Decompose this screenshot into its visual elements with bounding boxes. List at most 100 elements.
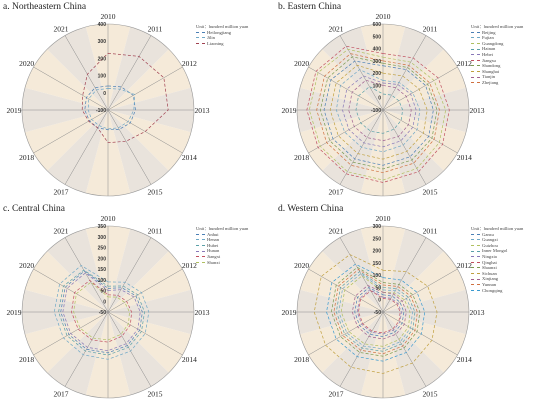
category-label-2010: 2010 <box>101 214 116 223</box>
legend-item-liaoning: Liaoning <box>196 41 248 47</box>
radar-sector <box>108 110 169 194</box>
panel-title-c: c. Central China <box>3 204 65 214</box>
radar-sector <box>24 49 108 110</box>
legend-swatch <box>196 239 205 241</box>
legend-d: Unit：hundred million yuan Gansu Guangxi Gu… <box>471 226 523 293</box>
series-line-inner-mongol <box>335 271 416 352</box>
legend-label: Jiangsu <box>482 57 496 63</box>
category-label-2019: 2019 <box>7 106 22 115</box>
category-label-2012: 2012 <box>457 59 472 68</box>
legend-label: Ningxia <box>482 253 497 259</box>
legend-item-jiangsu: Jiangsu <box>471 58 523 64</box>
legend-label: Beijing <box>482 29 496 35</box>
series-line-guangxi <box>338 273 413 350</box>
legend-label: Shanghai <box>482 68 500 74</box>
category-label-2013: 2013 <box>195 106 210 115</box>
legend-swatch <box>471 256 480 258</box>
legend-label: Hainan <box>482 46 496 52</box>
legend-label: Hubei <box>207 242 219 248</box>
radar-spoke <box>33 268 109 313</box>
radar-sector <box>383 110 444 194</box>
radar-spoke <box>382 109 427 185</box>
radial-tick-labels: -50 0 50 100 150 200 250 300 350 <box>98 224 107 316</box>
category-labels: 2010 2011 2012 2013 2014 2015 2016 2017 2018 2019… <box>282 214 485 404</box>
category-label-2010: 2010 <box>376 214 391 223</box>
legend-swatch <box>471 250 480 252</box>
category-label-2014: 2014 <box>182 153 197 162</box>
category-label-2016: 2016 <box>376 200 391 202</box>
panel-title-a: a. Northeastern China <box>3 2 87 12</box>
radial-tick-labels: -50 0 50 100 150 200 250 300 <box>373 224 382 316</box>
panel-northeastern-china: -100 0 100 200 300 400 2010 2011 2012 2013 2014 201… <box>0 0 275 202</box>
legend-rows-c: Anhui Henan Hubei Hunan Jiangxi Shanxi <box>196 232 248 266</box>
category-label-2013: 2013 <box>470 308 485 317</box>
legend-label: Guangdong <box>482 40 504 46</box>
category-label-2014: 2014 <box>457 153 472 162</box>
legend-swatch <box>471 54 480 56</box>
series-line-anhui <box>60 270 143 354</box>
legend-label: Qinghai <box>482 259 497 265</box>
radial-tick-label: 100 <box>373 273 382 279</box>
series-line-zhejiang <box>316 53 440 174</box>
legend-label: Chongqing <box>482 287 503 293</box>
radar-spoke <box>339 237 384 313</box>
radar-spoke <box>107 66 183 111</box>
legend-swatch <box>471 82 480 84</box>
series-line-shanxi <box>73 281 130 341</box>
radial-tick-label: 350 <box>98 224 107 230</box>
category-labels: 2010 2011 2012 2013 2014 2015 2016 2017 2018 2019… <box>7 12 210 202</box>
radar-spokes <box>297 24 469 196</box>
radar-spoke <box>382 35 427 111</box>
series-line-shaanxi <box>331 266 421 357</box>
radar-spoke <box>64 35 109 111</box>
radar-sector <box>383 228 444 312</box>
legend-label: Hebei <box>482 51 493 57</box>
series-line-qinghai <box>358 290 401 334</box>
legend-item-henan: Henan <box>196 237 248 243</box>
radial-tick-label: 500 <box>373 34 382 40</box>
radar-background <box>21 225 195 399</box>
legend-item-chongqing: Chongqing <box>471 288 523 294</box>
series-line-beijing <box>323 60 434 166</box>
panel-title-b: b. Eastern China <box>278 2 342 12</box>
legend-item-zhejiang: Zhejiang <box>471 80 523 86</box>
series-line-heilongjiang <box>84 85 136 131</box>
legend-swatch <box>471 233 480 235</box>
radial-tick-label: 0 <box>378 298 381 304</box>
category-label-2016: 2016 <box>101 200 116 202</box>
category-label-2021: 2021 <box>54 25 69 34</box>
category-label-2018: 2018 <box>19 153 34 162</box>
radar-sector <box>322 26 383 110</box>
category-label-2017: 2017 <box>329 187 344 196</box>
category-label-2021: 2021 <box>329 227 344 236</box>
category-label-2020: 2020 <box>19 261 34 270</box>
radial-tick-label: 0 <box>103 91 106 97</box>
legend-label: Jiangxi <box>207 253 221 259</box>
radar-chart-b: -100010020030040050060020102011201220132… <box>282 12 485 202</box>
legend-item-shanxi: Shanxi <box>196 260 248 266</box>
series-line-sichuan <box>313 254 438 374</box>
category-label-2019: 2019 <box>282 308 297 317</box>
legend-item-shanghai: Shanghai <box>471 69 523 75</box>
radar-spoke <box>64 311 109 387</box>
legend-swatch <box>471 31 480 33</box>
legend-b: Unit：hundred million yuan Beijing Fujian G… <box>471 24 523 86</box>
series-line-shanghai <box>329 64 428 160</box>
category-label-2017: 2017 <box>54 187 69 196</box>
legend-label: Xinjiang <box>482 276 499 282</box>
radar-spoke <box>382 237 427 313</box>
radar-sector <box>24 312 108 373</box>
category-label-2012: 2012 <box>457 261 472 270</box>
category-label-2015: 2015 <box>148 389 163 398</box>
radial-tick-label: 250 <box>98 246 107 252</box>
category-label-2021: 2021 <box>329 25 344 34</box>
legend-swatch <box>196 31 205 33</box>
radar-sector <box>383 312 444 396</box>
radar-sector <box>24 110 108 171</box>
legend-label: Inner Mongol <box>482 248 508 254</box>
series-line-jilin <box>87 88 136 130</box>
legend-item-ningxia: Ningxia <box>471 254 523 260</box>
legend-item-shaanxi: Shaanxi <box>471 265 523 271</box>
legend-swatch <box>471 76 480 78</box>
category-label-2011: 2011 <box>423 227 438 236</box>
